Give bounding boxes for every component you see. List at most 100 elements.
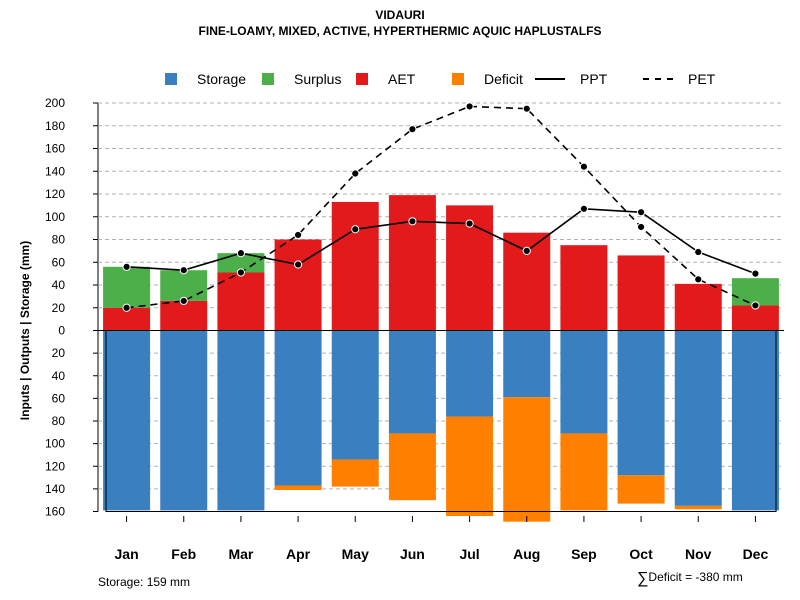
aet-bar: [674, 283, 722, 331]
storage-bar: [674, 330, 722, 506]
legend-swatch: [262, 73, 274, 85]
legend-swatch: [356, 73, 368, 85]
chart-title: VIDAURI: [375, 8, 425, 22]
deficit-bar: [331, 459, 379, 487]
aet-bar: [217, 272, 265, 331]
y-tick-label: 20: [52, 301, 66, 315]
ppt-point: [694, 247, 703, 257]
aet-bar: [388, 195, 436, 331]
x-tick-label: Nov: [685, 546, 712, 562]
deficit-note: ∑Deficit = -380 mm: [637, 570, 743, 588]
pet-point: [579, 162, 589, 171]
ppt-point: [351, 225, 360, 234]
deficit-bar: [674, 505, 722, 510]
storage-bar: [731, 330, 779, 511]
y-tick-label: 0: [58, 324, 65, 338]
ppt-point: [579, 204, 589, 213]
y-axis-label: Inputs | Outputs | Storage (mm): [18, 241, 32, 420]
ppt-point: [522, 246, 531, 255]
ppt-point: [408, 217, 417, 226]
x-tick-label: Sep: [571, 546, 597, 562]
y-tick-label: 60: [52, 391, 66, 405]
pet-point: [694, 275, 703, 284]
chart-subtitle: FINE-LOAMY, MIXED, ACTIVE, HYPERTHERMIC …: [198, 24, 602, 38]
y-tick-label: 120: [45, 459, 65, 473]
aet-bar: [560, 245, 608, 331]
pet-point: [522, 104, 531, 113]
y-tick-label: 120: [45, 187, 65, 201]
pet-point: [636, 222, 646, 232]
pet-point: [408, 125, 417, 134]
storage-bar: [503, 330, 551, 398]
pet-point: [236, 268, 246, 277]
pet-point: [122, 303, 131, 312]
aet-bar: [160, 300, 208, 331]
legend-label: PPT: [580, 71, 608, 87]
storage-bar: [217, 330, 265, 511]
storage-bar: [103, 330, 151, 511]
storage-note: Storage: 159 mm: [98, 575, 191, 589]
sigma-symbol: ∑: [637, 570, 649, 587]
y-tick-label: 80: [52, 414, 66, 428]
y-tick-label: 160: [45, 142, 65, 156]
storage-bar: [617, 330, 665, 476]
storage-bar: [331, 330, 379, 460]
legend-label: PET: [688, 71, 716, 87]
y-tick-label: 140: [45, 482, 65, 496]
legend-label: Deficit: [484, 71, 523, 87]
pet-point: [179, 296, 188, 306]
deficit-bar: [503, 397, 551, 522]
legend-label: Surplus: [294, 71, 341, 87]
legend-swatch: [452, 73, 464, 85]
x-tick-label: Feb: [171, 546, 196, 562]
legend-label: AET: [388, 71, 416, 87]
pet-point: [751, 301, 760, 310]
aet-bar: [274, 239, 322, 331]
ppt-point: [122, 262, 131, 271]
y-tick-label: 160: [45, 505, 65, 519]
x-tick-label: Jun: [400, 546, 425, 562]
deficit-bar: [446, 416, 494, 517]
storage-bar: [274, 330, 322, 486]
storage-bar: [560, 330, 608, 434]
y-tick-label: 100: [45, 437, 65, 451]
x-tick-label: Apr: [286, 546, 311, 562]
y-tick-label: 80: [52, 233, 66, 247]
storage-bar: [388, 330, 436, 434]
x-tick-label: Mar: [228, 546, 253, 562]
aet-bar: [617, 255, 665, 331]
aet-bar: [731, 305, 779, 331]
pet-line: [126, 105, 756, 309]
storage-bar: [446, 330, 494, 417]
deficit-bar: [617, 475, 665, 504]
y-tick-label: 200: [45, 96, 65, 110]
legend-swatch: [165, 73, 177, 85]
pet-point: [351, 169, 360, 178]
ppt-point: [465, 219, 474, 228]
x-tick-label: Dec: [743, 546, 769, 562]
ppt-point: [293, 260, 303, 269]
y-tick-label: 20: [52, 346, 66, 360]
x-tick-label: Jul: [459, 546, 479, 562]
deficit-bar: [560, 433, 608, 511]
x-tick-label: Oct: [629, 546, 653, 562]
legend-label: Storage: [197, 71, 246, 87]
storage-bar: [160, 330, 208, 511]
deficit-note-text: Deficit = -380 mm: [648, 570, 743, 584]
y-tick-label: 40: [52, 369, 66, 383]
ppt-point: [179, 266, 188, 275]
y-tick-label: 100: [45, 210, 65, 224]
ppt-point: [636, 208, 646, 217]
x-tick-label: Aug: [513, 546, 540, 562]
y-tick-label: 40: [52, 278, 66, 292]
y-tick-label: 180: [45, 119, 65, 133]
ppt-point: [751, 269, 760, 278]
x-tick-label: Jan: [115, 546, 139, 562]
y-tick-label: 60: [52, 255, 66, 269]
surplus-bar: [160, 270, 208, 301]
deficit-bar: [388, 433, 436, 501]
ppt-point: [236, 249, 246, 258]
pet-point: [293, 230, 303, 240]
deficit-bar: [274, 485, 322, 491]
